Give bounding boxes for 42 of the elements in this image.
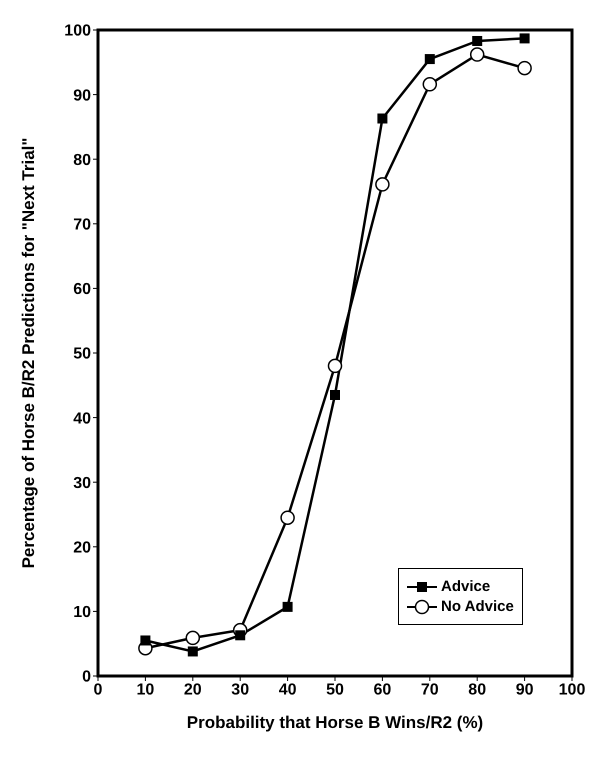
point xyxy=(520,33,530,44)
y-tick-label: 90 xyxy=(73,87,92,104)
point xyxy=(424,54,435,64)
y-tick-label: 70 xyxy=(73,216,92,234)
point xyxy=(140,635,150,646)
point xyxy=(188,646,198,656)
x-axis-title: Probability that Horse B Wins/R2 (%) xyxy=(186,713,484,732)
point xyxy=(328,358,342,374)
x-tick-label: 70 xyxy=(420,681,439,698)
point xyxy=(377,114,388,124)
point xyxy=(375,177,390,192)
legend-label: No Advice xyxy=(441,598,514,615)
y-tick-label: 80 xyxy=(73,152,92,169)
point xyxy=(470,47,484,62)
point xyxy=(186,630,200,646)
point xyxy=(472,36,482,46)
point xyxy=(330,390,340,400)
x-tick-label: 40 xyxy=(278,681,297,698)
x-tick-label: 0 xyxy=(94,681,103,698)
x-tick-label: 100 xyxy=(558,681,586,698)
x-tick-label: 60 xyxy=(374,681,392,698)
y-tick-label: 40 xyxy=(73,410,92,428)
y-tick-label: 60 xyxy=(73,281,92,298)
y-tick-label: 10 xyxy=(73,604,92,622)
y-tick-label: 50 xyxy=(73,346,92,363)
x-tick-label: 10 xyxy=(136,681,154,698)
point xyxy=(280,510,295,525)
y-tick-label: 100 xyxy=(64,22,92,40)
x-tick-label: 80 xyxy=(468,681,486,698)
y-tick-label: 0 xyxy=(82,668,92,686)
x-tick-label: 20 xyxy=(184,681,202,698)
x-tick-label: 30 xyxy=(231,681,250,698)
point xyxy=(282,602,293,612)
y-tick-label: 30 xyxy=(73,474,92,492)
point xyxy=(235,630,246,640)
point xyxy=(422,77,438,92)
x-tick-label: 50 xyxy=(326,681,344,698)
y-tick-label: 20 xyxy=(73,539,92,556)
point xyxy=(517,60,532,76)
y-axis-title: Percentage of Horse B/R2 Predictions for "Next Trial" xyxy=(19,138,38,568)
legend-label: Advice xyxy=(441,578,490,595)
x-tick-label: 90 xyxy=(516,681,534,698)
